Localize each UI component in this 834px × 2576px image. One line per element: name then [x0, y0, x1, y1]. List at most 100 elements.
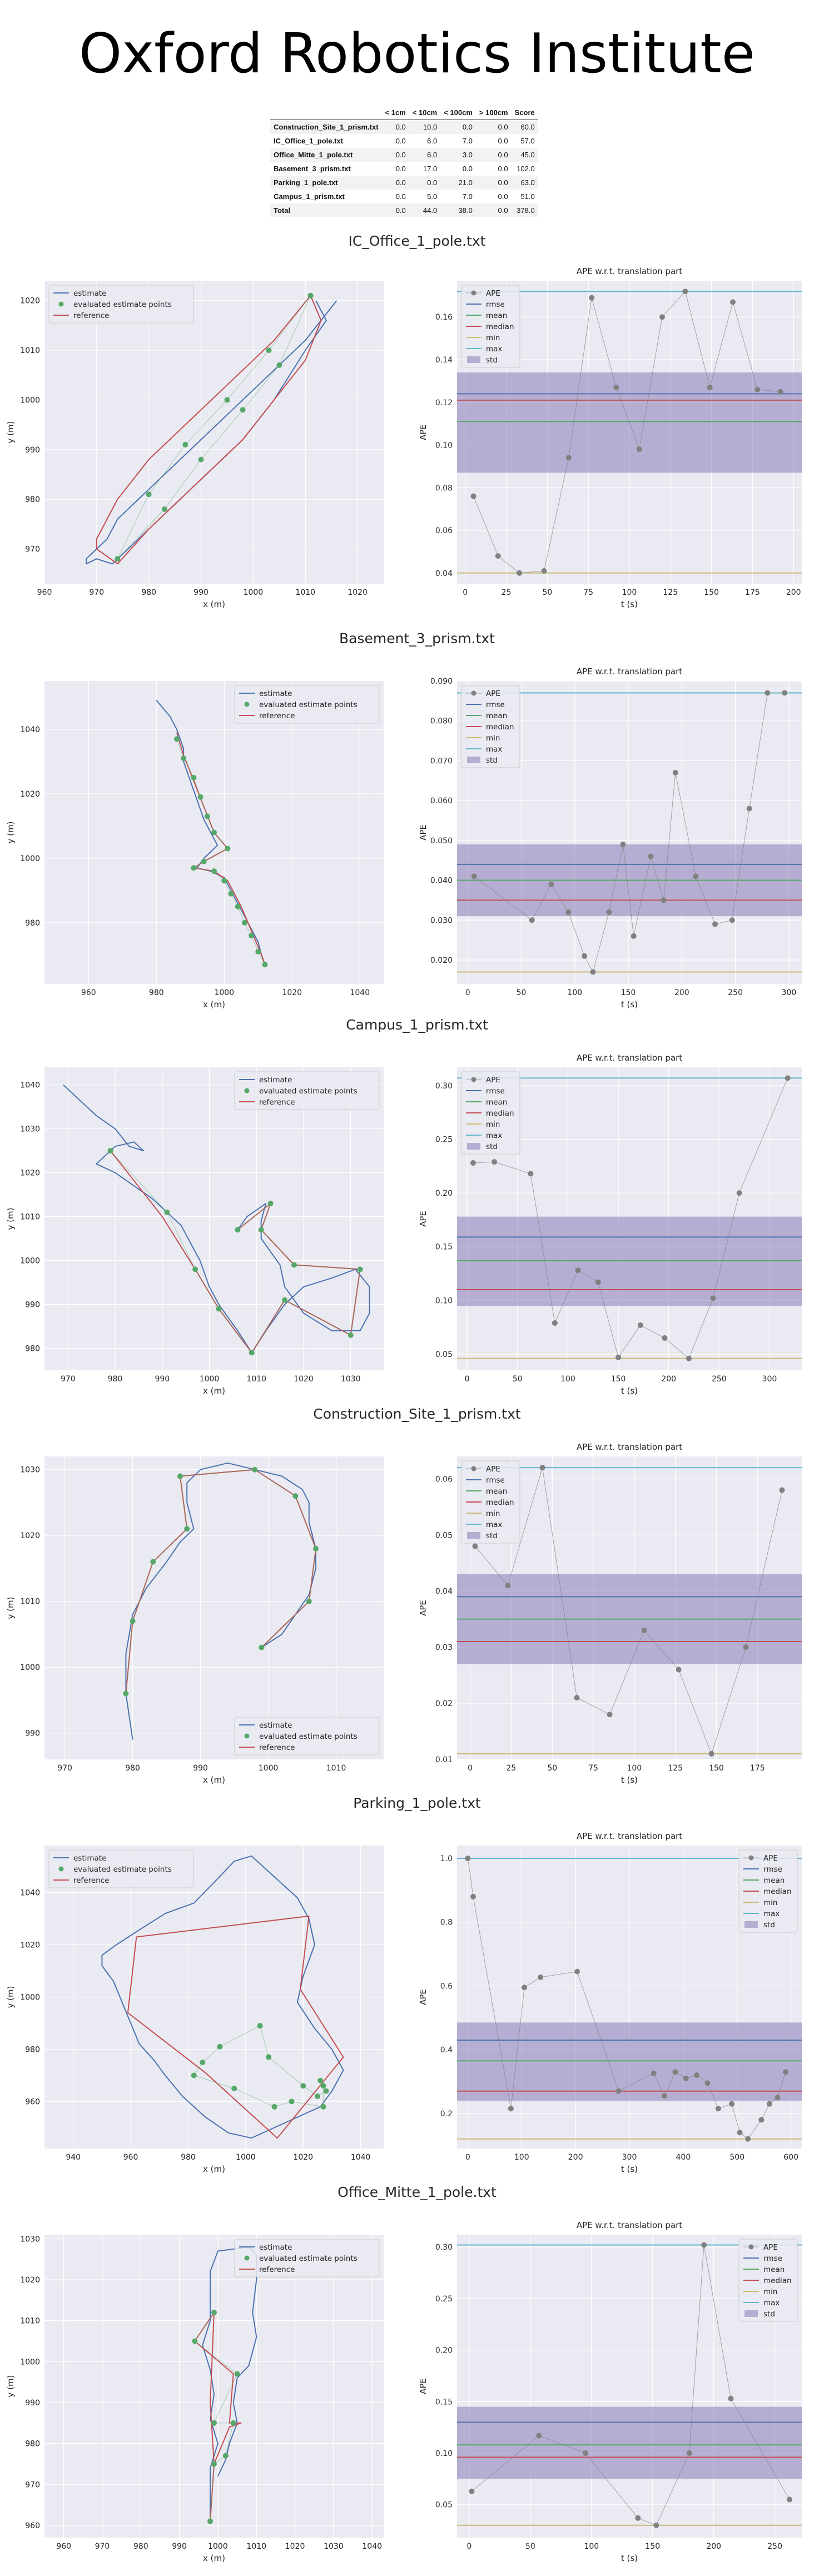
table-cell: 0.0 — [462, 165, 473, 173]
evaluated-point — [266, 2054, 272, 2060]
x-tick-label: 50 — [542, 588, 552, 597]
y-tick-label: 990 — [25, 446, 40, 455]
x-tick-label: 100 — [627, 1764, 642, 1773]
ape-point — [472, 1543, 478, 1549]
x-tick-label: 0 — [465, 2153, 470, 2162]
ape-point — [635, 2515, 641, 2521]
plot-area — [44, 1456, 384, 1759]
evaluated-point — [231, 2085, 237, 2091]
ape-point — [782, 690, 788, 696]
x-tick-label: 100 — [560, 1375, 575, 1384]
evaluated-point — [289, 2098, 295, 2105]
score-table: < 1cm < 10cm < 100cm > 100cm Score Construct… — [270, 106, 538, 217]
y-tick-label: 0.6 — [440, 1982, 453, 1991]
y-tick-label: 960 — [25, 2522, 40, 2530]
legend-marker — [58, 301, 64, 307]
evaluated-point — [123, 1690, 129, 1697]
x-tick-label: 0 — [465, 1375, 470, 1384]
ape-point — [565, 909, 572, 915]
x-tick-label: 75 — [588, 1764, 598, 1773]
section-title: Basement_3_prism.txt — [339, 630, 495, 647]
x-tick-label: 150 — [611, 1375, 626, 1384]
legend-label: max — [763, 2299, 780, 2308]
evaluated-point — [224, 397, 230, 403]
table-cell: 0.0 — [395, 137, 406, 145]
x-axis-label: t (s) — [621, 2164, 638, 2174]
legend-label: min — [763, 1898, 777, 1907]
evaluated-point — [201, 858, 207, 864]
y-tick-label: 0.04 — [435, 1587, 453, 1596]
ape-point — [754, 386, 761, 392]
ape-point — [707, 384, 713, 390]
ape-point — [589, 295, 595, 301]
x-tick-label: 1000 — [208, 2542, 228, 2551]
y-tick-label: 1020 — [20, 297, 40, 306]
evaluated-point — [259, 1644, 265, 1650]
y-tick-label: 0.25 — [435, 2295, 453, 2304]
evaluated-point — [320, 2103, 326, 2110]
y-axis-label: APE — [418, 1211, 428, 1227]
evaluated-point — [258, 1227, 264, 1233]
evaluated-point — [164, 1209, 170, 1215]
ape-point — [539, 1465, 545, 1471]
table-cell: 0.0 — [395, 178, 406, 187]
x-tick-label: 25 — [502, 588, 512, 597]
plot-area — [44, 2235, 384, 2538]
evaluated-point — [192, 2338, 198, 2344]
ape-point — [606, 909, 612, 915]
legend-label: evaluated estimate points — [259, 1732, 358, 1741]
ape-point — [712, 921, 718, 927]
evaluated-point — [307, 292, 314, 299]
x-tick-label: 200 — [674, 988, 689, 997]
table-cell: 0.0 — [498, 178, 508, 187]
x-tick-label: 1020 — [285, 2542, 305, 2551]
ape-point — [662, 1335, 668, 1341]
ape-point — [779, 1487, 785, 1493]
ape-point — [676, 1667, 682, 1673]
legend-label: reference — [73, 1876, 109, 1885]
row-label: Campus_1_prism.txt — [274, 192, 345, 201]
y-tick-label: 980 — [25, 919, 40, 928]
ape-point — [686, 2450, 692, 2456]
evaluated-point — [323, 2088, 329, 2094]
x-tick-label: 300 — [782, 988, 797, 997]
x-tick-label: 1000 — [236, 2153, 256, 2162]
x-tick-label: 990 — [172, 2542, 187, 2551]
legend-marker — [471, 690, 476, 696]
x-axis-label: t (s) — [621, 1386, 638, 1396]
column-header: Score — [514, 108, 535, 117]
legend-patch — [744, 2310, 758, 2317]
legend-label: rmse — [763, 2254, 782, 2263]
legend-marker — [471, 1077, 476, 1082]
x-tick-label: 50 — [517, 988, 527, 997]
x-tick-label: 300 — [762, 1375, 777, 1384]
evaluated-point — [177, 1473, 183, 1479]
evaluated-point — [266, 347, 272, 354]
evaluated-point — [240, 407, 246, 413]
ape-point — [615, 1354, 622, 1360]
legend-marker — [244, 1088, 250, 1093]
legend-label: std — [486, 1531, 498, 1540]
y-tick-label: 0.070 — [430, 757, 453, 765]
y-tick-label: 1010 — [20, 346, 40, 355]
table-cell: 0.0 — [395, 206, 406, 215]
evaluated-point — [204, 813, 210, 819]
evaluated-point — [300, 2083, 306, 2089]
legend: estimate evaluated estimate points referen… — [234, 685, 380, 724]
legend-label: reference — [259, 712, 295, 720]
legend-label: mean — [486, 1487, 507, 1496]
x-tick-label: 960 — [81, 988, 96, 997]
table-cell: 38.0 — [458, 206, 473, 215]
section-title: Parking_1_pole.txt — [353, 1795, 481, 1811]
legend-marker — [748, 2244, 754, 2250]
legend-label: reference — [259, 1743, 295, 1752]
ape-point — [653, 2522, 659, 2528]
evaluated-point — [161, 506, 167, 512]
row-label: Basement_3_prism.txt — [274, 165, 351, 173]
y-tick-label: 0.06 — [435, 1475, 453, 1484]
legend-label: min — [486, 334, 500, 342]
ape-point — [522, 1985, 528, 1991]
section-title: IC_Office_1_pole.txt — [348, 233, 486, 249]
evaluated-points-line — [193, 2025, 327, 2107]
y-axis-label: APE — [418, 1600, 428, 1616]
